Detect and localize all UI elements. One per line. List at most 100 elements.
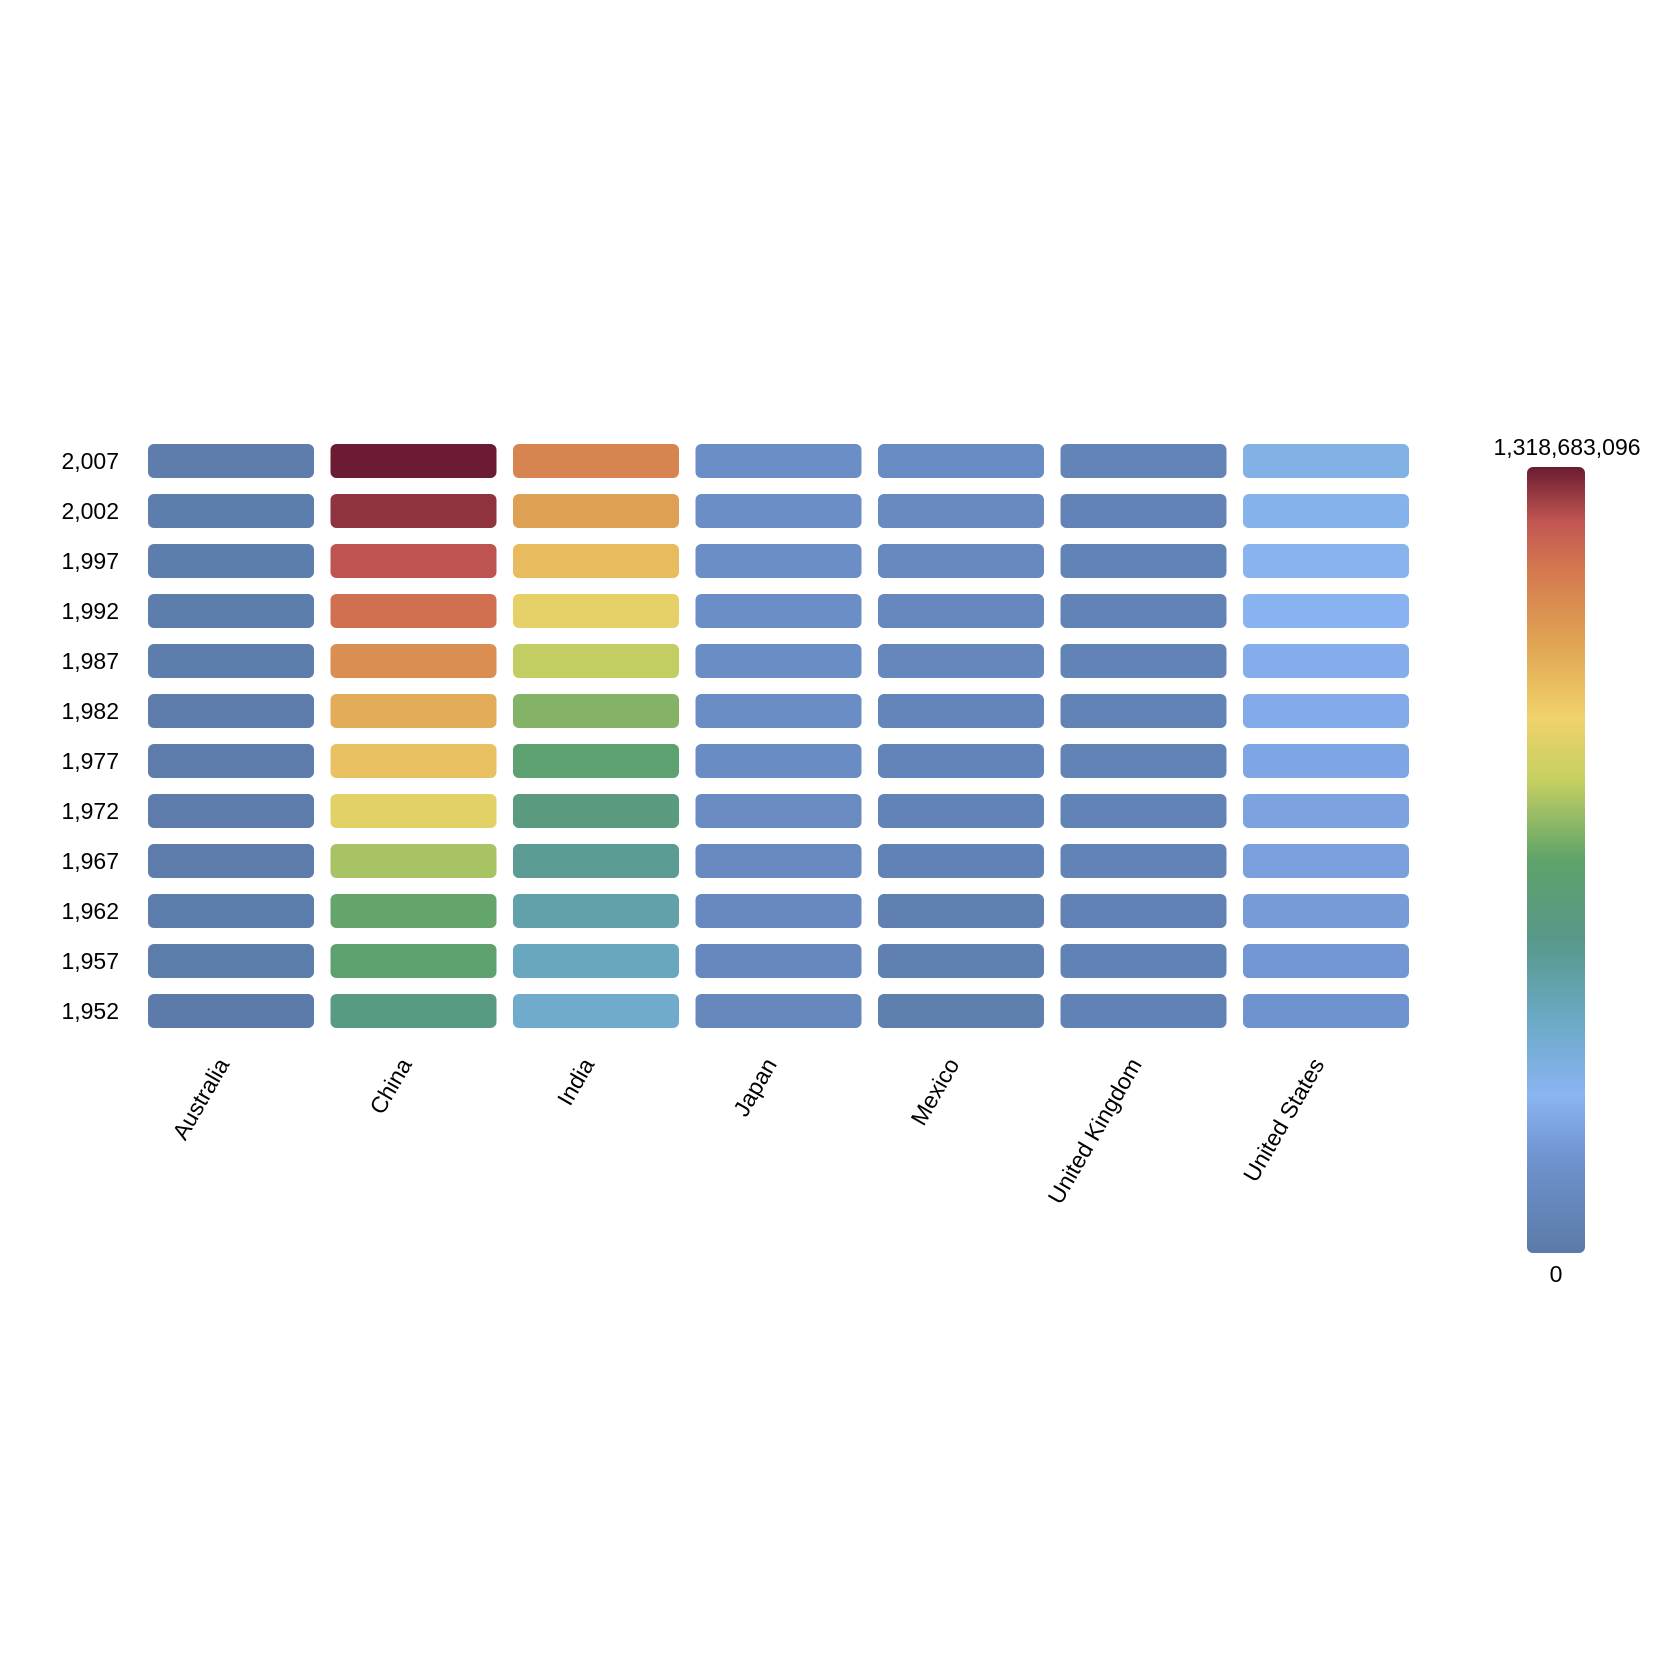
y-tick-label: 1,962 bbox=[61, 898, 119, 924]
heatmap-cell bbox=[513, 494, 679, 528]
heatmap-cell bbox=[330, 694, 497, 728]
heatmap-cell bbox=[330, 444, 497, 478]
heatmap-cell bbox=[330, 894, 497, 928]
y-tick-label: 1,972 bbox=[61, 798, 119, 824]
x-tick-label: Australia bbox=[167, 1053, 234, 1144]
y-tick-label: 1,987 bbox=[61, 648, 119, 674]
y-tick-label: 2,002 bbox=[61, 498, 119, 524]
heatmap-cell bbox=[1060, 494, 1227, 528]
heatmap-cell bbox=[513, 944, 679, 978]
heatmap-cell bbox=[513, 744, 679, 778]
heatmap-cell bbox=[878, 944, 1044, 978]
heatmap-cell bbox=[695, 644, 862, 678]
heatmap-cell bbox=[1060, 894, 1227, 928]
heatmap-cell bbox=[1243, 444, 1409, 478]
heatmap-cell bbox=[330, 794, 497, 828]
heatmap-cell bbox=[1060, 794, 1227, 828]
colorbar-gradient bbox=[1527, 467, 1585, 1253]
x-tick-label: Japan bbox=[728, 1054, 782, 1121]
heatmap-cell bbox=[878, 794, 1044, 828]
heatmap-cell bbox=[330, 944, 497, 978]
heatmap-cell bbox=[695, 494, 862, 528]
y-tick-label: 1,977 bbox=[61, 748, 119, 774]
x-tick-label: Mexico bbox=[905, 1054, 964, 1130]
heatmap-cell bbox=[695, 894, 862, 928]
heatmap-cell bbox=[878, 994, 1044, 1028]
heatmap-cell bbox=[148, 644, 314, 678]
heatmap-cell bbox=[148, 494, 314, 528]
colorbar: 1,318,683,096 0 bbox=[1493, 434, 1640, 1287]
heatmap-cell bbox=[1060, 994, 1227, 1028]
heatmap-cell bbox=[148, 794, 314, 828]
heatmap-cell bbox=[878, 594, 1044, 628]
x-tick-label: United Kingdom bbox=[1042, 1054, 1146, 1209]
heatmap-cell bbox=[878, 544, 1044, 578]
heatmap-cell bbox=[1243, 994, 1409, 1028]
heatmap-cell bbox=[1060, 944, 1227, 978]
heatmap-cell bbox=[1060, 444, 1227, 478]
colorbar-min-label: 0 bbox=[1550, 1261, 1563, 1287]
heatmap-cell bbox=[513, 644, 679, 678]
heatmap-cell bbox=[1243, 944, 1409, 978]
heatmap-cell bbox=[878, 694, 1044, 728]
heatmap-cell bbox=[695, 844, 862, 878]
heatmap-cell bbox=[513, 894, 679, 928]
heatmap-cell bbox=[878, 844, 1044, 878]
heatmap-cell bbox=[330, 594, 497, 628]
heatmap-cell bbox=[513, 594, 679, 628]
y-tick-label: 1,997 bbox=[61, 548, 119, 574]
heatmap-cell bbox=[695, 444, 862, 478]
heatmap-cell bbox=[1060, 594, 1227, 628]
heatmap-cell bbox=[695, 594, 862, 628]
heatmap-cell bbox=[330, 644, 497, 678]
heatmap-cell bbox=[1060, 844, 1227, 878]
heatmap-cell bbox=[1243, 744, 1409, 778]
colorbar-max-label: 1,318,683,096 bbox=[1493, 434, 1640, 460]
y-tick-label: 1,992 bbox=[61, 598, 119, 624]
heatmap-cell bbox=[695, 694, 862, 728]
y-tick-label: 1,967 bbox=[61, 848, 119, 874]
heatmap-cell bbox=[148, 894, 314, 928]
heatmap-cell bbox=[1243, 694, 1409, 728]
heatmap-cell bbox=[330, 844, 497, 878]
heatmap-cell bbox=[148, 444, 314, 478]
heatmap-cell bbox=[513, 844, 679, 878]
heatmap-cell bbox=[513, 544, 679, 578]
heatmap-cell bbox=[1243, 644, 1409, 678]
x-tick-label: China bbox=[364, 1053, 417, 1118]
heatmap-cell bbox=[148, 544, 314, 578]
y-tick-label: 2,007 bbox=[61, 448, 119, 474]
heatmap-cell bbox=[1243, 594, 1409, 628]
heatmap-cell bbox=[330, 544, 497, 578]
heatmap-cell bbox=[330, 994, 497, 1028]
x-tick-label: United States bbox=[1238, 1054, 1330, 1187]
heatmap-cell bbox=[695, 744, 862, 778]
x-axis-labels: Australia China India Japan Mexico United Kin… bbox=[167, 1053, 1329, 1208]
heatmap-cell bbox=[1060, 544, 1227, 578]
heatmap-cell bbox=[148, 694, 314, 728]
heatmap-cell bbox=[1060, 694, 1227, 728]
heatmap-cell bbox=[513, 694, 679, 728]
heatmap-cell bbox=[1243, 844, 1409, 878]
heatmap-cell bbox=[695, 944, 862, 978]
heatmap-cell bbox=[695, 994, 862, 1028]
heatmap-cell bbox=[878, 644, 1044, 678]
heatmap-cell bbox=[878, 494, 1044, 528]
y-axis-labels: 2,007 2,002 1,997 1,992 1,987 1,982 1,977 1,972… bbox=[61, 448, 119, 1024]
heatmap-cell bbox=[330, 494, 497, 528]
heatmap-cell bbox=[878, 444, 1044, 478]
heatmap-cell bbox=[148, 994, 314, 1028]
heatmap-cell bbox=[695, 544, 862, 578]
heatmap-cell bbox=[1243, 794, 1409, 828]
heatmap-cell bbox=[1243, 894, 1409, 928]
y-tick-label: 1,957 bbox=[61, 948, 119, 974]
heatmap-cell bbox=[513, 994, 679, 1028]
x-tick-label: India bbox=[552, 1053, 600, 1109]
heatmap-cell bbox=[878, 894, 1044, 928]
heatmap-cell bbox=[513, 444, 679, 478]
y-tick-label: 1,982 bbox=[61, 698, 119, 724]
heatmap-cell bbox=[330, 744, 497, 778]
heatmap-cells bbox=[148, 444, 1409, 1028]
y-tick-label: 1,952 bbox=[61, 998, 119, 1024]
